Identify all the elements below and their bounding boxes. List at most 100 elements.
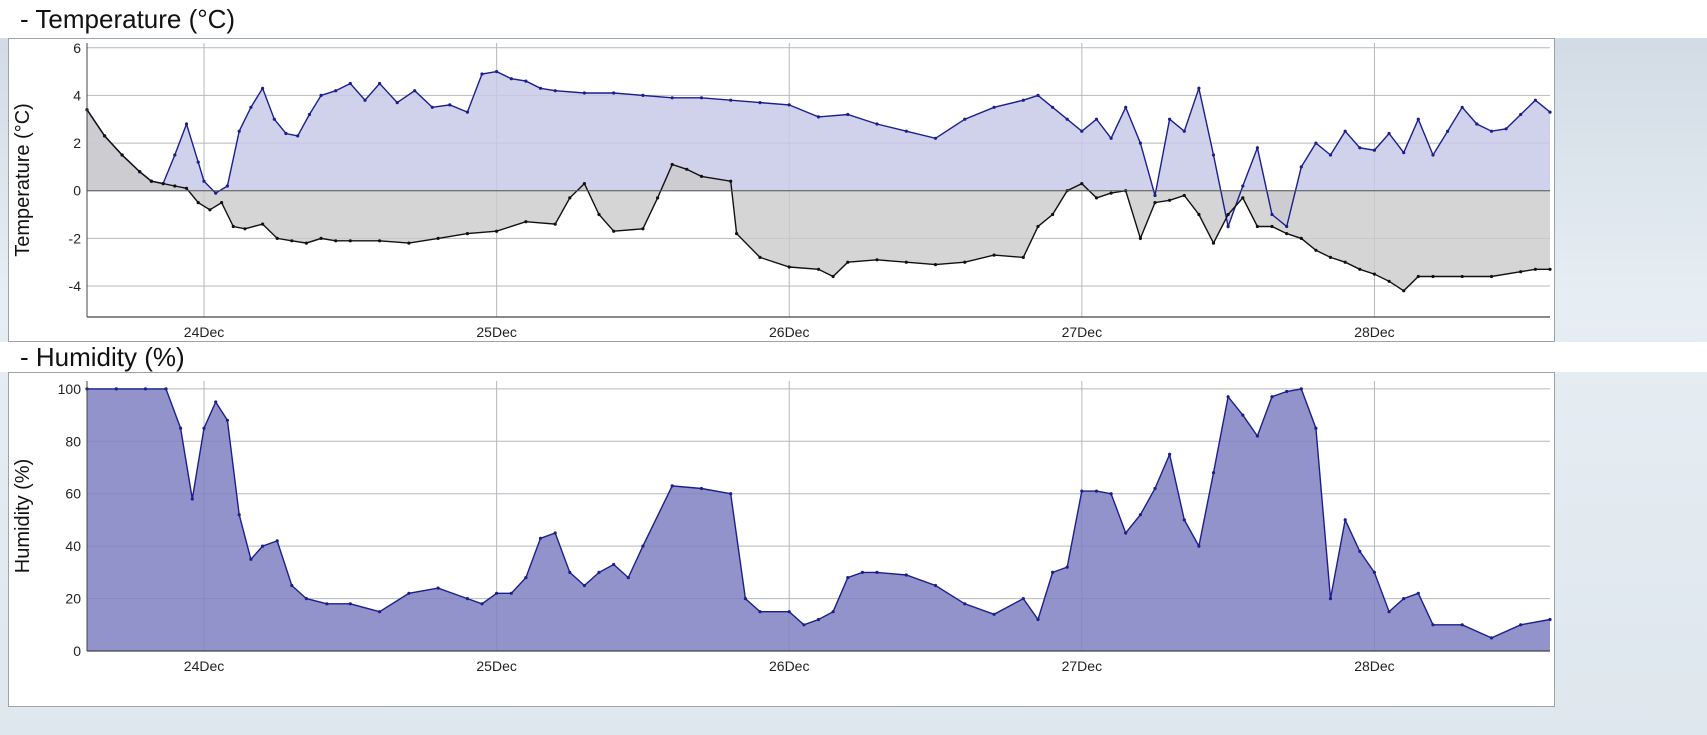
humidity-series-0-point: [743, 597, 748, 601]
temperature-series-1-point: [1138, 236, 1142, 240]
temperature-series-0-point: [1372, 148, 1376, 152]
humidity-y-tick-label: 40: [65, 538, 81, 554]
temperature-x-tick-label: 24Dec: [184, 324, 224, 340]
temperature-series-0-point: [758, 101, 762, 105]
temperature-series-1-point: [656, 196, 660, 200]
humidity-series-0-point: [538, 536, 543, 540]
temperature-series-1-point: [231, 224, 235, 229]
humidity-series-0-point: [325, 602, 329, 606]
temperature-series-0-point: [1241, 184, 1245, 188]
temperature-series-0-point: [1358, 146, 1362, 150]
temperature-series-0-point: [1226, 224, 1230, 229]
temperature-series-0-point: [334, 89, 338, 93]
temperature-chart: -4 -2 0 2 4 6 24Dec 25Dec 26Dec 27Dec 28Dec Tempera…: [12, 40, 1552, 340]
temperature-series-1-point: [1226, 212, 1230, 217]
humidity-series-0-point: [524, 576, 528, 580]
temperature-series-1-point: [495, 229, 499, 233]
humidity-x-tick-label: 25Dec: [476, 658, 516, 674]
temperature-series-0-point: [699, 96, 704, 100]
temperature-series-1-point: [758, 255, 762, 259]
humidity-series-0-point: [1489, 636, 1494, 640]
temperature-y-tick-label: 0: [73, 183, 81, 199]
temperature-series-0-point: [1475, 122, 1479, 126]
humidity-series-0-point: [582, 583, 587, 588]
temperature-chart-box: -4 -2 0 2 4 6 24Dec 25Dec 26Dec 27Dec 28Dec Tempera…: [8, 38, 1555, 342]
temperature-series-0-point: [1109, 136, 1113, 140]
humidity-series-0-point: [1255, 434, 1259, 438]
temperature-series-0-point: [1328, 153, 1333, 157]
temperature-series-1-point: [553, 222, 557, 226]
humidity-series-0-point: [190, 497, 194, 501]
humidity-series-0-point: [214, 400, 218, 404]
temperature-series-1-point: [1299, 236, 1303, 240]
temperature-series-1-point: [173, 184, 177, 188]
temperature-series-1-point: [933, 263, 938, 267]
temperature-series-1-point: [641, 227, 645, 231]
temperature-series-1-point: [290, 239, 294, 243]
humidity-series-0-point: [1548, 617, 1552, 622]
temperature-series-0-point: [237, 129, 241, 133]
temperature-y-tick-label: 6: [73, 40, 81, 56]
temperature-series-0-point: [1533, 98, 1537, 102]
humidity-series-0-point: [1343, 518, 1347, 522]
humidity-series-0-point: [1109, 492, 1113, 496]
temperature-series-0-point: [1314, 141, 1318, 145]
humidity-series-0-point: [407, 591, 411, 595]
temperature-series-0-point: [1051, 105, 1055, 109]
temperature-series-0-point: [1416, 117, 1420, 121]
temperature-series-1-point: [304, 241, 308, 245]
humidity-series-0-point: [816, 617, 821, 622]
humidity-series-0-point: [1065, 565, 1069, 569]
temperature-series-1-point: [568, 196, 572, 200]
humidity-series-0-point: [612, 562, 616, 567]
temperature-series-1-point: [120, 153, 124, 157]
temperature-series-1-point: [1153, 201, 1157, 205]
temperature-series-0-point: [524, 79, 528, 83]
temperature-series-1-point: [184, 186, 189, 190]
humidity-series-0-point: [509, 591, 513, 595]
temperature-series-1-point: [138, 170, 142, 174]
humidity-series-0-point: [875, 570, 879, 574]
temperature-y-tick-label: 2: [73, 135, 81, 151]
temperature-series-0-point: [1182, 129, 1186, 133]
temperature-series-0-point: [846, 112, 850, 117]
temperature-series-1-area: [87, 109, 1550, 291]
temperature-series-1-point: [875, 258, 879, 262]
humidity-series-0-point: [626, 576, 630, 580]
humidity-series-0-point: [641, 544, 645, 548]
humidity-series-0-point: [758, 610, 762, 614]
humidity-series-0-point: [787, 610, 791, 614]
humidity-series-0-point: [202, 426, 206, 430]
temperature-y-axis-label: Temperature (°C): [12, 103, 34, 257]
humidity-series-0-point: [1358, 549, 1362, 553]
humidity-series-0-point: [846, 576, 850, 580]
temperature-series-1-point: [735, 232, 739, 236]
humidity-series-0-point: [553, 531, 557, 535]
humidity-series-0-point: [1270, 395, 1274, 399]
temperature-series-1-point: [220, 201, 224, 205]
temperature-series-0-point: [1153, 193, 1157, 198]
humidity-series-0-point: [480, 602, 484, 606]
temperature-series-1-point: [103, 134, 107, 138]
temperature-series-1-point: [1270, 224, 1274, 229]
temperature-series-1-point: [196, 201, 200, 205]
humidity-series-0-point: [1182, 518, 1186, 522]
humidity-series-0-point: [729, 492, 733, 496]
temperature-series-0-point: [538, 86, 543, 90]
humidity-series-0-point: [597, 570, 601, 574]
humidity-series-0-point: [1168, 452, 1172, 456]
temperature-series-1-point: [407, 241, 411, 245]
temperature-series-1-point: [1431, 274, 1435, 279]
temperature-series-0-point: [904, 129, 908, 133]
temperature-series-0-point: [348, 81, 352, 86]
humidity-series-0-point: [290, 583, 294, 588]
humidity-series-0-point: [1080, 489, 1084, 493]
temperature-series-1-point: [1241, 196, 1245, 200]
humidity-series-0-point: [670, 484, 674, 488]
temperature-series-1-point: [1489, 274, 1494, 279]
temperature-series-0-point: [729, 98, 733, 102]
temperature-series-1-point: [465, 232, 469, 236]
humidity-series-0-point: [1124, 531, 1128, 535]
temperature-series-0-point: [261, 86, 265, 90]
humidity-series-0-point: [699, 486, 704, 491]
